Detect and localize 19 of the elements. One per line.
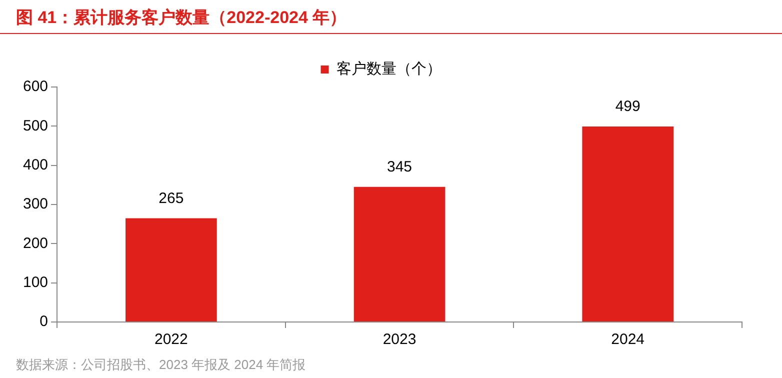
- chart-title: 图 41：累计服务客户数量（2022-2024 年）: [0, 0, 782, 34]
- y-tick-label: 100: [22, 274, 48, 291]
- data-label: 265: [158, 190, 184, 207]
- y-tick-label: 200: [22, 234, 48, 252]
- y-tick-label: 400: [22, 156, 48, 174]
- y-tick-label: 500: [22, 117, 48, 134]
- y-tick-label: 0: [40, 313, 48, 330]
- source-note: 数据来源：公司招股书、2023 年报及 2024 年简报: [15, 356, 307, 374]
- data-label: 499: [615, 98, 640, 116]
- legend-label: 客户数量（个）: [336, 60, 442, 78]
- y-tick-label: 300: [22, 196, 48, 213]
- x-tick-label: 2023: [382, 331, 416, 348]
- bar: [126, 218, 217, 322]
- x-tick-label: 2024: [611, 331, 645, 348]
- data-label: 345: [387, 158, 412, 176]
- x-tick-label: 2022: [154, 331, 188, 348]
- bar: [354, 186, 446, 322]
- bar: [582, 126, 674, 322]
- y-tick-label: 600: [22, 78, 48, 96]
